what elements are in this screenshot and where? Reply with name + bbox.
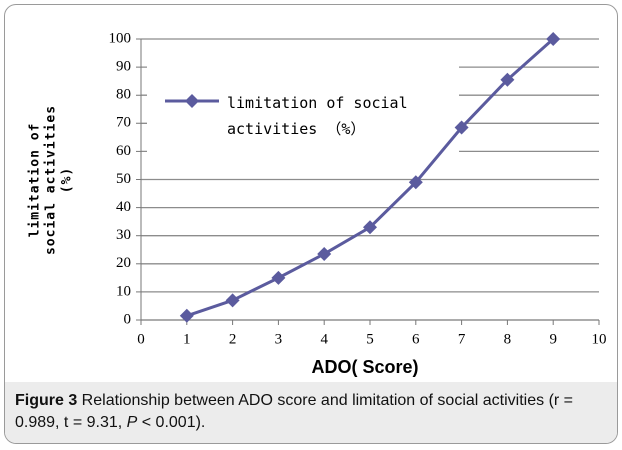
- y-tick-label: 60: [116, 143, 131, 159]
- legend-box: [147, 55, 459, 165]
- x-tick-label: 3: [275, 331, 283, 347]
- x-tick-label: 7: [458, 331, 466, 347]
- chart: 0 10 20 30 40 50 60 70 80 90 100 0 1 2 3 4 5 6 7 8 9 10 ADO( S…: [28, 30, 607, 377]
- y-tick-label: 40: [116, 199, 131, 215]
- legend-marker: [185, 94, 199, 108]
- marker: [179, 308, 194, 323]
- caption: Figure 3 Relationship between ADO score …: [5, 382, 617, 443]
- y-axis-label: limitation of social activities (%): [28, 105, 75, 255]
- x-tick-label: 5: [366, 331, 374, 347]
- marker: [408, 175, 423, 190]
- y-axis-label-line: limitation of: [28, 123, 43, 238]
- caption-text: Relationship between ADO score and limit…: [15, 392, 574, 431]
- y-tick-label: 100: [109, 30, 132, 46]
- caption-text: < 0.001).: [137, 414, 206, 431]
- y-tick-label: 50: [116, 171, 131, 187]
- y-tick-label: 30: [116, 227, 131, 243]
- marker: [500, 72, 515, 87]
- x-axis-label: ADO( Score): [311, 357, 418, 377]
- y-tick-label: 70: [116, 115, 131, 131]
- legend-label: limitation of social activities （%）: [227, 94, 408, 138]
- marker: [317, 246, 332, 261]
- marker: [271, 270, 286, 285]
- x-tick-label: 9: [549, 331, 557, 347]
- x-tick-label: 1: [183, 331, 191, 347]
- y-axis-label-line: social activities: [44, 105, 59, 255]
- x-tick-label: 4: [320, 331, 328, 347]
- x-tick-label: 6: [412, 331, 420, 347]
- y-axis-label-line: (%): [60, 167, 75, 193]
- y-tick-label: 20: [116, 255, 131, 271]
- caption-label: Figure 3: [15, 392, 78, 409]
- caption-italic: P: [126, 414, 138, 431]
- y-tick-label: 0: [124, 311, 132, 327]
- y-tick-label: 80: [116, 87, 131, 103]
- x-tick-label: 2: [229, 331, 237, 347]
- figure-frame: 0 10 20 30 40 50 60 70 80 90 100 0 1 2 3 4 5 6 7 8 9 10 ADO( S…: [4, 4, 618, 444]
- marker: [454, 120, 469, 135]
- marker: [363, 220, 377, 235]
- y-tick-label: 10: [116, 283, 131, 299]
- x-tick-label: 8: [504, 331, 512, 347]
- x-tick-label: 0: [137, 331, 145, 347]
- x-tick-label: 10: [592, 331, 607, 347]
- y-tick-label: 90: [116, 59, 131, 75]
- marker: [546, 32, 561, 46]
- marker: [225, 293, 240, 308]
